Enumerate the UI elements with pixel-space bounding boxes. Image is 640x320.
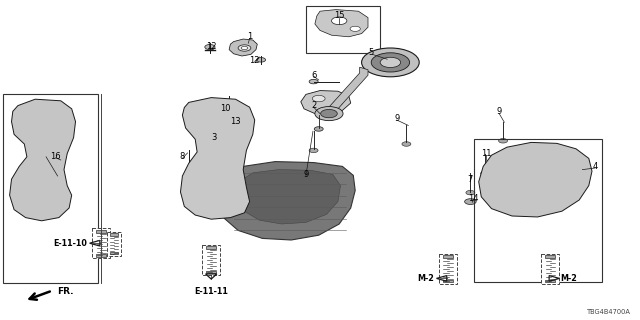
Text: 15: 15	[334, 12, 344, 20]
Circle shape	[204, 193, 227, 204]
Bar	[306, 6, 380, 53]
Text: 13: 13	[230, 117, 241, 126]
Circle shape	[517, 165, 553, 183]
Bar	[443, 280, 453, 282]
Circle shape	[525, 170, 545, 179]
Polygon shape	[315, 10, 368, 37]
Polygon shape	[10, 99, 76, 221]
Circle shape	[309, 79, 318, 84]
Circle shape	[402, 142, 411, 146]
Circle shape	[241, 46, 248, 50]
Circle shape	[465, 199, 476, 204]
Text: 16: 16	[51, 152, 61, 161]
Circle shape	[321, 109, 337, 118]
Circle shape	[350, 26, 360, 31]
Polygon shape	[193, 106, 242, 137]
Circle shape	[466, 190, 475, 195]
Text: 3: 3	[212, 133, 217, 142]
Polygon shape	[218, 162, 355, 240]
Polygon shape	[325, 67, 368, 115]
Circle shape	[371, 53, 410, 72]
Circle shape	[481, 171, 490, 176]
Text: FR.: FR.	[58, 287, 74, 296]
Bar	[3, 94, 98, 283]
Circle shape	[499, 139, 508, 143]
Bar	[107, 232, 121, 256]
Circle shape	[257, 58, 266, 62]
Text: 5: 5	[369, 48, 374, 57]
Polygon shape	[479, 142, 592, 217]
Text: TBG4B4700A: TBG4B4700A	[586, 309, 630, 315]
Circle shape	[224, 113, 234, 118]
Polygon shape	[180, 98, 255, 219]
Circle shape	[32, 198, 47, 205]
Text: 4: 4	[593, 162, 598, 171]
Bar	[474, 139, 602, 282]
Text: 1: 1	[247, 32, 252, 41]
Text: M-2: M-2	[561, 274, 577, 283]
Circle shape	[315, 107, 343, 121]
Text: 2: 2	[311, 101, 316, 110]
Text: 12: 12	[206, 42, 216, 51]
Text: 10: 10	[220, 104, 230, 113]
Text: 8: 8	[180, 152, 185, 161]
Text: 9: 9	[303, 170, 308, 179]
Bar	[545, 280, 556, 282]
Text: 12: 12	[250, 56, 260, 65]
Bar	[110, 234, 118, 236]
Text: 9: 9	[497, 108, 502, 116]
Polygon shape	[19, 110, 64, 143]
Polygon shape	[229, 39, 257, 56]
Circle shape	[238, 45, 251, 51]
Text: 6: 6	[311, 71, 316, 80]
Bar	[202, 245, 220, 275]
Text: E-11-11: E-11-11	[195, 287, 228, 296]
Polygon shape	[496, 151, 575, 196]
Circle shape	[197, 189, 233, 207]
Bar	[439, 253, 457, 284]
Circle shape	[362, 48, 419, 77]
Bar	[96, 254, 106, 257]
Bar	[223, 118, 234, 122]
Circle shape	[205, 44, 215, 50]
Text: 14: 14	[468, 194, 479, 203]
Bar	[92, 228, 110, 259]
Bar	[443, 255, 453, 258]
Circle shape	[380, 57, 401, 68]
Bar	[545, 255, 556, 258]
Text: E-11-10: E-11-10	[53, 239, 87, 248]
Bar	[206, 271, 216, 273]
Text: M-2: M-2	[417, 274, 434, 283]
Circle shape	[314, 127, 323, 131]
Text: 11: 11	[481, 149, 492, 158]
Text: 7: 7	[468, 175, 473, 184]
Circle shape	[312, 95, 325, 102]
Polygon shape	[301, 91, 351, 115]
Polygon shape	[237, 170, 340, 224]
Bar	[206, 246, 216, 249]
Circle shape	[332, 17, 347, 25]
Circle shape	[333, 101, 342, 105]
Bar	[110, 252, 118, 254]
Circle shape	[27, 195, 52, 208]
Bar	[541, 253, 559, 284]
Bar	[96, 230, 106, 233]
Text: 9: 9	[394, 114, 399, 123]
Circle shape	[184, 174, 194, 179]
Circle shape	[309, 148, 318, 153]
